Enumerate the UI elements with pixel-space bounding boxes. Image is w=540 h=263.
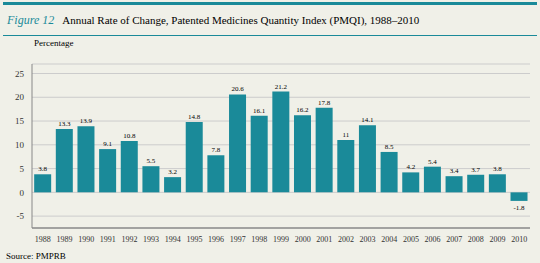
svg-text:13.3: 13.3 xyxy=(58,120,71,128)
svg-text:3.2: 3.2 xyxy=(168,168,177,176)
html-text:Percentage: Percentage xyxy=(34,38,74,48)
svg-text:2003: 2003 xyxy=(360,235,376,244)
svg-text:5.4: 5.4 xyxy=(428,158,437,166)
svg-text:3.4: 3.4 xyxy=(450,167,459,175)
svg-text:2007: 2007 xyxy=(446,235,462,244)
svg-text:20: 20 xyxy=(15,92,25,102)
svg-text:17.8: 17.8 xyxy=(318,99,331,107)
svg-text:2002: 2002 xyxy=(338,235,354,244)
svg-text:8.5: 8.5 xyxy=(385,143,394,151)
svg-text:2008: 2008 xyxy=(468,235,484,244)
svg-text:14.1: 14.1 xyxy=(361,116,374,124)
svg-text:0: 0 xyxy=(20,188,25,198)
svg-text:1995: 1995 xyxy=(186,235,202,244)
svg-text:-1.8: -1.8 xyxy=(513,204,525,212)
html-text:Figure 12: Figure 12 xyxy=(7,12,55,27)
svg-text:1998: 1998 xyxy=(251,235,267,244)
svg-text:21.2: 21.2 xyxy=(275,83,288,91)
svg-text:5.5: 5.5 xyxy=(147,157,156,165)
svg-text:1989: 1989 xyxy=(56,235,72,244)
svg-text:25: 25 xyxy=(15,69,25,79)
svg-text:2010: 2010 xyxy=(511,235,527,244)
svg-text:16.1: 16.1 xyxy=(253,107,266,115)
svg-text:3.7: 3.7 xyxy=(471,166,480,174)
svg-text:1996: 1996 xyxy=(208,235,224,244)
svg-text:9.1: 9.1 xyxy=(103,140,112,148)
svg-text:11: 11 xyxy=(342,131,349,139)
svg-text:3.8: 3.8 xyxy=(493,165,502,173)
svg-text:-5: -5 xyxy=(17,211,25,221)
svg-text:2000: 2000 xyxy=(295,235,311,244)
html-text:Source: PMPRB: Source: PMPRB xyxy=(6,251,66,261)
svg-text:5: 5 xyxy=(20,164,25,174)
svg-text:1988: 1988 xyxy=(35,235,51,244)
svg-text:1999: 1999 xyxy=(273,235,289,244)
svg-text:16.2: 16.2 xyxy=(296,106,309,114)
svg-text:20.6: 20.6 xyxy=(231,85,244,93)
svg-text:1994: 1994 xyxy=(165,235,181,244)
svg-text:10.8: 10.8 xyxy=(123,132,136,140)
svg-text:1993: 1993 xyxy=(143,235,159,244)
svg-text:3.8: 3.8 xyxy=(38,165,47,173)
svg-text:2001: 2001 xyxy=(316,235,332,244)
svg-text:4.2: 4.2 xyxy=(406,163,415,171)
svg-text:1992: 1992 xyxy=(121,235,137,244)
svg-text:2006: 2006 xyxy=(425,235,441,244)
svg-text:15: 15 xyxy=(15,116,25,126)
svg-text:14.8: 14.8 xyxy=(188,113,201,121)
svg-text:10: 10 xyxy=(15,140,25,150)
svg-text:2009: 2009 xyxy=(490,235,506,244)
svg-text:7.8: 7.8 xyxy=(212,146,221,154)
svg-text:2005: 2005 xyxy=(403,235,419,244)
svg-text:13.9: 13.9 xyxy=(80,117,93,125)
html-text:Annual Rate of Change, Patente: Annual Rate of Change, Patented Medicine… xyxy=(62,14,420,26)
svg-text:1991: 1991 xyxy=(100,235,116,244)
svg-text:1997: 1997 xyxy=(230,235,246,244)
svg-text:2004: 2004 xyxy=(381,235,397,244)
svg-text:1990: 1990 xyxy=(78,235,94,244)
